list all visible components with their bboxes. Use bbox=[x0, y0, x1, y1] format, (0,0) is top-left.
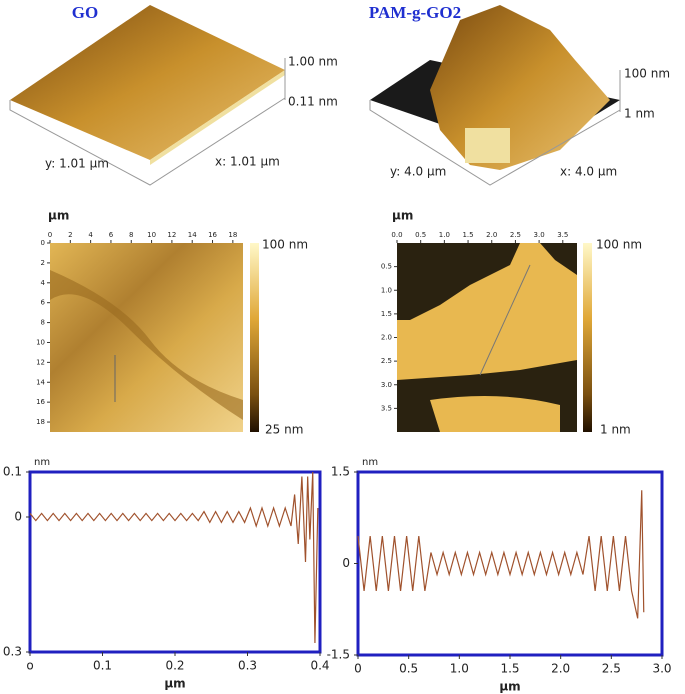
y-tick-label: 18 bbox=[36, 418, 45, 426]
x-tick-label: 2 bbox=[68, 231, 72, 239]
x-tick-label: 0.4 bbox=[310, 659, 329, 673]
plot-frame bbox=[28, 470, 322, 654]
y-unit: nm bbox=[362, 457, 378, 468]
x-tick-label: 1.0 bbox=[450, 662, 469, 676]
x-tick-label: 0.3 bbox=[238, 659, 257, 673]
afm-3d-image bbox=[369, 5, 621, 186]
y-tick-label: 1.0 bbox=[381, 286, 392, 294]
y-tick-label: 6 bbox=[41, 299, 46, 307]
x-tick-label: 12 bbox=[167, 231, 176, 239]
y-tick-label: 0 bbox=[41, 239, 45, 247]
y-tick-label: 3.5 bbox=[381, 404, 392, 412]
profile-line bbox=[357, 490, 645, 619]
x-tick-label: 3.5 bbox=[557, 231, 568, 239]
y-tick-label: 8 bbox=[41, 319, 45, 327]
y-unit: nm bbox=[34, 457, 50, 468]
z-label: 1.00 nm bbox=[288, 55, 338, 69]
z-label: 0.11 nm bbox=[288, 95, 338, 109]
x-tick-label: 0.0 bbox=[391, 231, 402, 239]
x-tick-label: 1.5 bbox=[500, 662, 519, 676]
x-tick-label: o bbox=[26, 659, 33, 673]
x-tick-label: 2.0 bbox=[551, 662, 570, 676]
y-tick-label: 3.0 bbox=[381, 381, 392, 389]
axis-label: y: 1.01 µm bbox=[45, 157, 109, 171]
x-tick-label: 6 bbox=[109, 231, 114, 239]
y-tick-label: -1.5 bbox=[327, 648, 350, 662]
x-tick-label: 16 bbox=[208, 231, 217, 239]
profile-line bbox=[29, 471, 319, 644]
x-tick-label: 3.0 bbox=[652, 662, 671, 676]
panel-title: GO bbox=[72, 3, 98, 22]
x-tick-label: 2.0 bbox=[486, 231, 497, 239]
y-tick-label: 1.5 bbox=[331, 465, 350, 479]
axis-label: y: 4.0 µm bbox=[390, 165, 446, 179]
map-unit: µm bbox=[392, 209, 413, 223]
colorbar-label: 1 nm bbox=[600, 423, 631, 437]
colorbar-label: 25 nm bbox=[265, 423, 303, 437]
x-tick-label: 0.5 bbox=[415, 231, 426, 239]
axis-label: x: 1.01 µm bbox=[215, 155, 280, 169]
x-tick-label: 0 bbox=[48, 231, 52, 239]
x-tick-label: 1.0 bbox=[439, 231, 450, 239]
colorbar-label: 100 nm bbox=[596, 238, 642, 252]
y-tick-label: 2.0 bbox=[381, 334, 392, 342]
map-unit: µm bbox=[48, 209, 69, 223]
x-tick-label: 18 bbox=[228, 231, 237, 239]
x-axis-label: µm bbox=[164, 677, 185, 691]
afm-map bbox=[50, 243, 259, 432]
y-tick-label: 16 bbox=[36, 398, 45, 406]
afm-map bbox=[397, 243, 592, 432]
z-label: 100 nm bbox=[624, 67, 670, 81]
x-tick-label: 1.5 bbox=[462, 231, 473, 239]
y-tick-label: 14 bbox=[36, 378, 45, 386]
x-tick-label: 0 bbox=[354, 662, 362, 676]
x-tick-label: 0.1 bbox=[93, 659, 112, 673]
y-tick-label: - 0.3 bbox=[0, 645, 22, 659]
y-tick-label: 0 bbox=[342, 556, 350, 570]
axis-label: x: 4.0 µm bbox=[560, 165, 617, 179]
x-tick-label: 8 bbox=[129, 231, 133, 239]
y-tick-label: 12 bbox=[36, 358, 45, 366]
x-tick-label: 10 bbox=[147, 231, 156, 239]
afm-3d-image bbox=[9, 5, 286, 186]
y-tick-label: 1.5 bbox=[381, 310, 392, 318]
y-tick-label: 0.1 bbox=[3, 465, 22, 479]
x-tick-label: 2.5 bbox=[602, 662, 621, 676]
y-tick-label: 0.5 bbox=[381, 263, 392, 271]
x-axis-label: µm bbox=[499, 680, 520, 694]
y-tick-label: 2 bbox=[41, 259, 45, 267]
x-tick-label: 4 bbox=[88, 231, 93, 239]
x-tick-label: 0.5 bbox=[399, 662, 418, 676]
y-tick-label: 0 bbox=[14, 510, 22, 524]
colorbar-label: 100 nm bbox=[262, 238, 308, 252]
z-label: 1 nm bbox=[624, 107, 655, 121]
x-tick-label: 3.0 bbox=[534, 231, 545, 239]
x-tick-label: 2.5 bbox=[510, 231, 521, 239]
x-tick-label: 0.2 bbox=[165, 659, 184, 673]
panel-title: PAM-g-GO2 bbox=[369, 3, 461, 22]
y-tick-label: 4 bbox=[41, 279, 46, 287]
x-tick-label: 14 bbox=[188, 231, 197, 239]
y-tick-label: 10 bbox=[36, 338, 45, 346]
y-tick-label: 2.5 bbox=[381, 357, 392, 365]
